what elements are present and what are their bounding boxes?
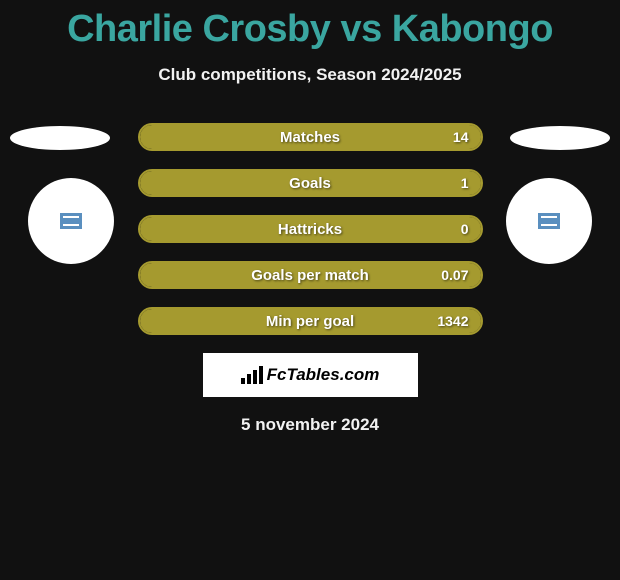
stat-value-right: 14 bbox=[453, 129, 469, 145]
stat-value-right: 1342 bbox=[437, 313, 468, 329]
stat-value-right: 0 bbox=[461, 221, 469, 237]
stat-label: Min per goal bbox=[266, 313, 354, 330]
stat-row-goals: Goals 1 bbox=[138, 169, 483, 197]
stat-label: Matches bbox=[280, 129, 340, 146]
stat-row-matches: Matches 14 bbox=[138, 123, 483, 151]
page-title: Charlie Crosby vs Kabongo bbox=[0, 0, 620, 51]
brand-box[interactable]: FcTables.com bbox=[203, 353, 418, 397]
subtitle: Club competitions, Season 2024/2025 bbox=[0, 65, 620, 85]
stat-value-right: 1 bbox=[461, 175, 469, 191]
stat-label: Goals per match bbox=[251, 267, 369, 284]
stat-label: Hattricks bbox=[278, 221, 342, 238]
stat-row-hattricks: Hattricks 0 bbox=[138, 215, 483, 243]
stats-container: Matches 14 Goals 1 Hattricks 0 Goals per… bbox=[0, 123, 620, 335]
stat-row-mpg: Min per goal 1342 bbox=[138, 307, 483, 335]
stat-value-right: 0.07 bbox=[441, 267, 468, 283]
stat-row-gpm: Goals per match 0.07 bbox=[138, 261, 483, 289]
chart-icon bbox=[241, 366, 263, 384]
date-label: 5 november 2024 bbox=[0, 415, 620, 435]
stat-label: Goals bbox=[289, 175, 331, 192]
brand-text: FcTables.com bbox=[267, 365, 380, 385]
